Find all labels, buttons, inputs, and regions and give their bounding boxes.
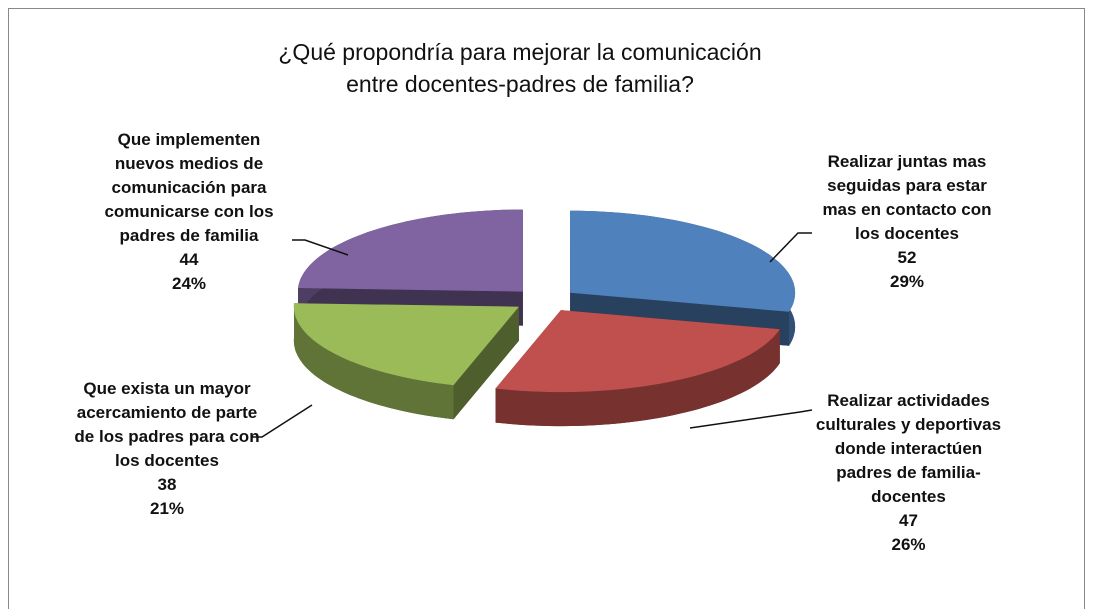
slice-wall bbox=[495, 329, 780, 427]
leader-line bbox=[292, 239, 349, 256]
slice-top bbox=[298, 209, 523, 292]
value-label: 47 bbox=[899, 511, 918, 530]
slice-label: Que implementen nuevos medios de comunic… bbox=[86, 128, 292, 296]
pie bbox=[293, 209, 796, 427]
slice-label: Que exista un mayor acercamiento de part… bbox=[72, 377, 262, 521]
slice-wall bbox=[293, 303, 454, 420]
value-label: 52 bbox=[897, 248, 917, 267]
category: Que implementen nuevos medios de comunic… bbox=[104, 130, 274, 245]
chart-title: ¿Qué propondría para mejorar la comunica… bbox=[278, 39, 762, 97]
category: Que exista un mayor acercamiento de part… bbox=[74, 379, 260, 470]
slice-top bbox=[570, 210, 796, 312]
slice-top bbox=[293, 303, 519, 386]
leader-line bbox=[769, 232, 812, 263]
leader-line bbox=[252, 404, 313, 438]
slice-top bbox=[495, 310, 780, 393]
frame bbox=[8, 8, 1085, 609]
slice-label: Realizar juntas mas seguidas para estar … bbox=[812, 150, 1002, 294]
percent-label: 29% bbox=[889, 272, 925, 291]
leaders bbox=[252, 232, 813, 438]
category: Realizar actividades culturales y deport… bbox=[815, 391, 1002, 506]
value-label: 38 bbox=[157, 475, 177, 494]
slice-label: Realizar actividades culturales y deport… bbox=[806, 389, 1011, 557]
value-label: 44 bbox=[179, 250, 199, 269]
percent-label: 24% bbox=[171, 274, 207, 293]
percent-label: 21% bbox=[149, 499, 185, 518]
category: Realizar juntas mas seguidas para estar … bbox=[822, 152, 992, 243]
percent-label: 26% bbox=[891, 535, 926, 554]
leader-line bbox=[689, 409, 813, 429]
